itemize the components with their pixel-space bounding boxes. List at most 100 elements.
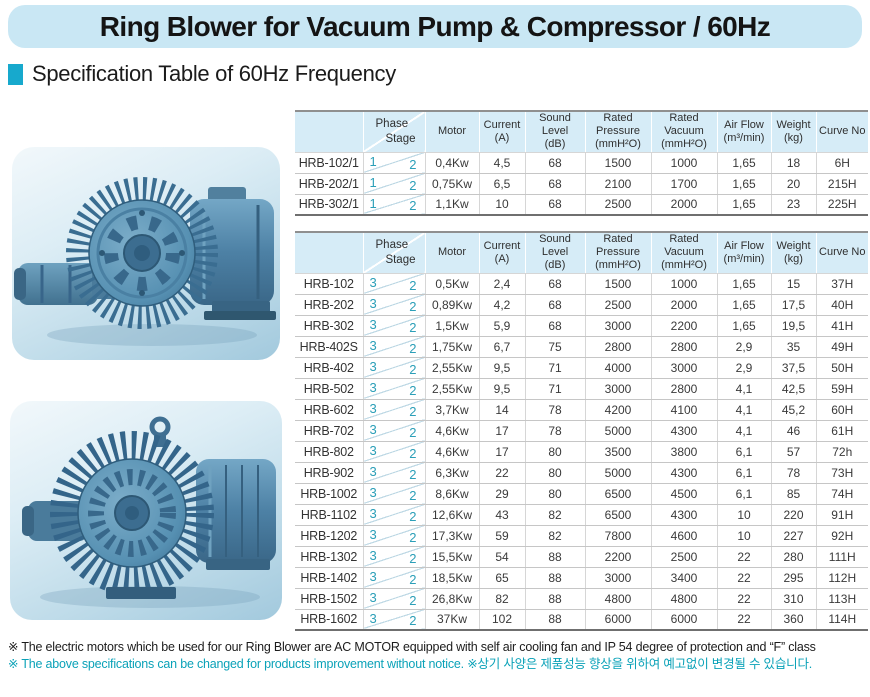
- cell-weight: 85: [770, 483, 817, 505]
- cell-curve: 111H: [815, 546, 868, 568]
- cell-model: HRB-602: [295, 399, 364, 421]
- cell-model: HRB-102: [295, 273, 364, 295]
- table-row: HRB-802 3 2 4,6Kw 17 80 3500 3800 6,1 57 72h: [295, 441, 868, 463]
- cell-airflow: 1,65: [716, 173, 772, 195]
- cell-sound: 80: [524, 441, 586, 463]
- cell-model: HRB-1002: [295, 483, 364, 505]
- cell-pressure: 2800: [584, 336, 652, 358]
- cell-model: HRB-302/1: [295, 194, 364, 216]
- cell-vacuum: 4600: [650, 525, 718, 547]
- cell-vacuum: 6000: [650, 609, 718, 631]
- col-header-motor: Motor: [424, 231, 480, 274]
- col-header-model: [295, 110, 364, 153]
- cell-weight: 18: [770, 152, 817, 174]
- cell-motor: 1,1Kw: [424, 194, 480, 216]
- col-header-sound: Sound Level (dB): [524, 110, 586, 153]
- cell-airflow: 1,65: [716, 315, 772, 337]
- cell-curve: 112H: [815, 567, 868, 589]
- cell-sound: 88: [524, 609, 586, 631]
- cell-motor: 0,75Kw: [424, 173, 480, 195]
- table-row: HRB-1602 3 2 37Kw 102 88 6000 6000 22 360 114H: [295, 609, 868, 631]
- cell-pressure: 5000: [584, 462, 652, 484]
- cell-current: 14: [478, 399, 526, 421]
- cell-curve: 41H: [815, 315, 868, 337]
- cell-vacuum: 4500: [650, 483, 718, 505]
- cell-pressure: 4200: [584, 399, 652, 421]
- cell-current: 22: [478, 462, 526, 484]
- cell-weight: 227: [770, 525, 817, 547]
- cell-sound: 78: [524, 399, 586, 421]
- cell-pressure: 6000: [584, 609, 652, 631]
- cell-current: 59: [478, 525, 526, 547]
- spec-table-three-phase: Phase Stage Motor Current (A) Sound Level (dB)…: [295, 231, 868, 631]
- cell-curve: 61H: [815, 420, 868, 442]
- cell-motor: 4,6Kw: [424, 420, 480, 442]
- table-row: HRB-102/1 1 2 0,4Kw 4,5 68 1500 1000 1,65 18 6H: [295, 152, 868, 174]
- cell-vacuum: 4300: [650, 462, 718, 484]
- cell-curve: 40H: [815, 294, 868, 316]
- cell-sound: 88: [524, 546, 586, 568]
- col-header-curve: Curve No: [815, 110, 868, 153]
- cell-airflow: 1,65: [716, 152, 772, 174]
- cell-weight: 37,5: [770, 357, 817, 379]
- cell-motor: 2,55Kw: [424, 357, 480, 379]
- cell-airflow: 6,1: [716, 441, 772, 463]
- cell-sound: 88: [524, 588, 586, 610]
- cell-weight: 19,5: [770, 315, 817, 337]
- table-row: HRB-1202 3 2 17,3Kw 59 82 7800 4600 10 227 92H: [295, 525, 868, 547]
- ring-blower-photo-side: [12, 147, 280, 360]
- cell-sound: 71: [524, 357, 586, 379]
- cell-weight: 42,5: [770, 378, 817, 400]
- table-row: HRB-702 3 2 4,6Kw 17 78 5000 4300 4,1 46 61H: [295, 420, 868, 442]
- cell-vacuum: 2800: [650, 378, 718, 400]
- cell-vacuum: 2800: [650, 336, 718, 358]
- cell-sound: 75: [524, 336, 586, 358]
- cell-vacuum: 1700: [650, 173, 718, 195]
- cell-curve: 113H: [815, 588, 868, 610]
- cell-vacuum: 4300: [650, 504, 718, 526]
- cell-current: 65: [478, 567, 526, 589]
- cell-vacuum: 4100: [650, 399, 718, 421]
- col-header-airflow: Air Flow (m³/min): [716, 231, 772, 274]
- cell-airflow: 1,65: [716, 194, 772, 216]
- col-header-vacuum: Rated Vacuum (mmH²O): [650, 110, 718, 153]
- col-header-pressure: Rated Pressure (mmH²O): [584, 110, 652, 153]
- cell-sound: 71: [524, 378, 586, 400]
- cell-pressure: 5000: [584, 420, 652, 442]
- cell-motor: 3,7Kw: [424, 399, 480, 421]
- cell-sound: 80: [524, 462, 586, 484]
- table-row: HRB-1502 3 2 26,8Kw 82 88 4800 4800 22 310 113H: [295, 588, 868, 610]
- cell-airflow: 22: [716, 609, 772, 631]
- cell-current: 2,4: [478, 273, 526, 295]
- footer-notes: ※ The electric motors which be used for …: [8, 639, 866, 673]
- cell-curve: 59H: [815, 378, 868, 400]
- cell-model: HRB-402: [295, 357, 364, 379]
- page-title-bar: Ring Blower for Vacuum Pump & Compressor…: [8, 5, 862, 48]
- cell-sound: 68: [524, 273, 586, 295]
- col-header-phase_stage: Phase Stage: [362, 231, 426, 274]
- col-header-pressure: Rated Pressure (mmH²O): [584, 231, 652, 274]
- cell-motor: 26,8Kw: [424, 588, 480, 610]
- cell-airflow: 10: [716, 525, 772, 547]
- cell-current: 9,5: [478, 378, 526, 400]
- cell-weight: 57: [770, 441, 817, 463]
- section-heading: Specification Table of 60Hz Frequency: [8, 61, 396, 87]
- table-row: HRB-402 3 2 2,55Kw 9,5 71 4000 3000 2,9 37,5 50H: [295, 357, 868, 379]
- cell-airflow: 10: [716, 504, 772, 526]
- cell-current: 10: [478, 194, 526, 216]
- cell-current: 29: [478, 483, 526, 505]
- cell-motor: 1,75Kw: [424, 336, 480, 358]
- cell-curve: 6H: [815, 152, 868, 174]
- cell-pressure: 6500: [584, 504, 652, 526]
- table-row: HRB-1002 3 2 8,6Kw 29 80 6500 4500 6,1 85 74H: [295, 483, 868, 505]
- cell-weight: 15: [770, 273, 817, 295]
